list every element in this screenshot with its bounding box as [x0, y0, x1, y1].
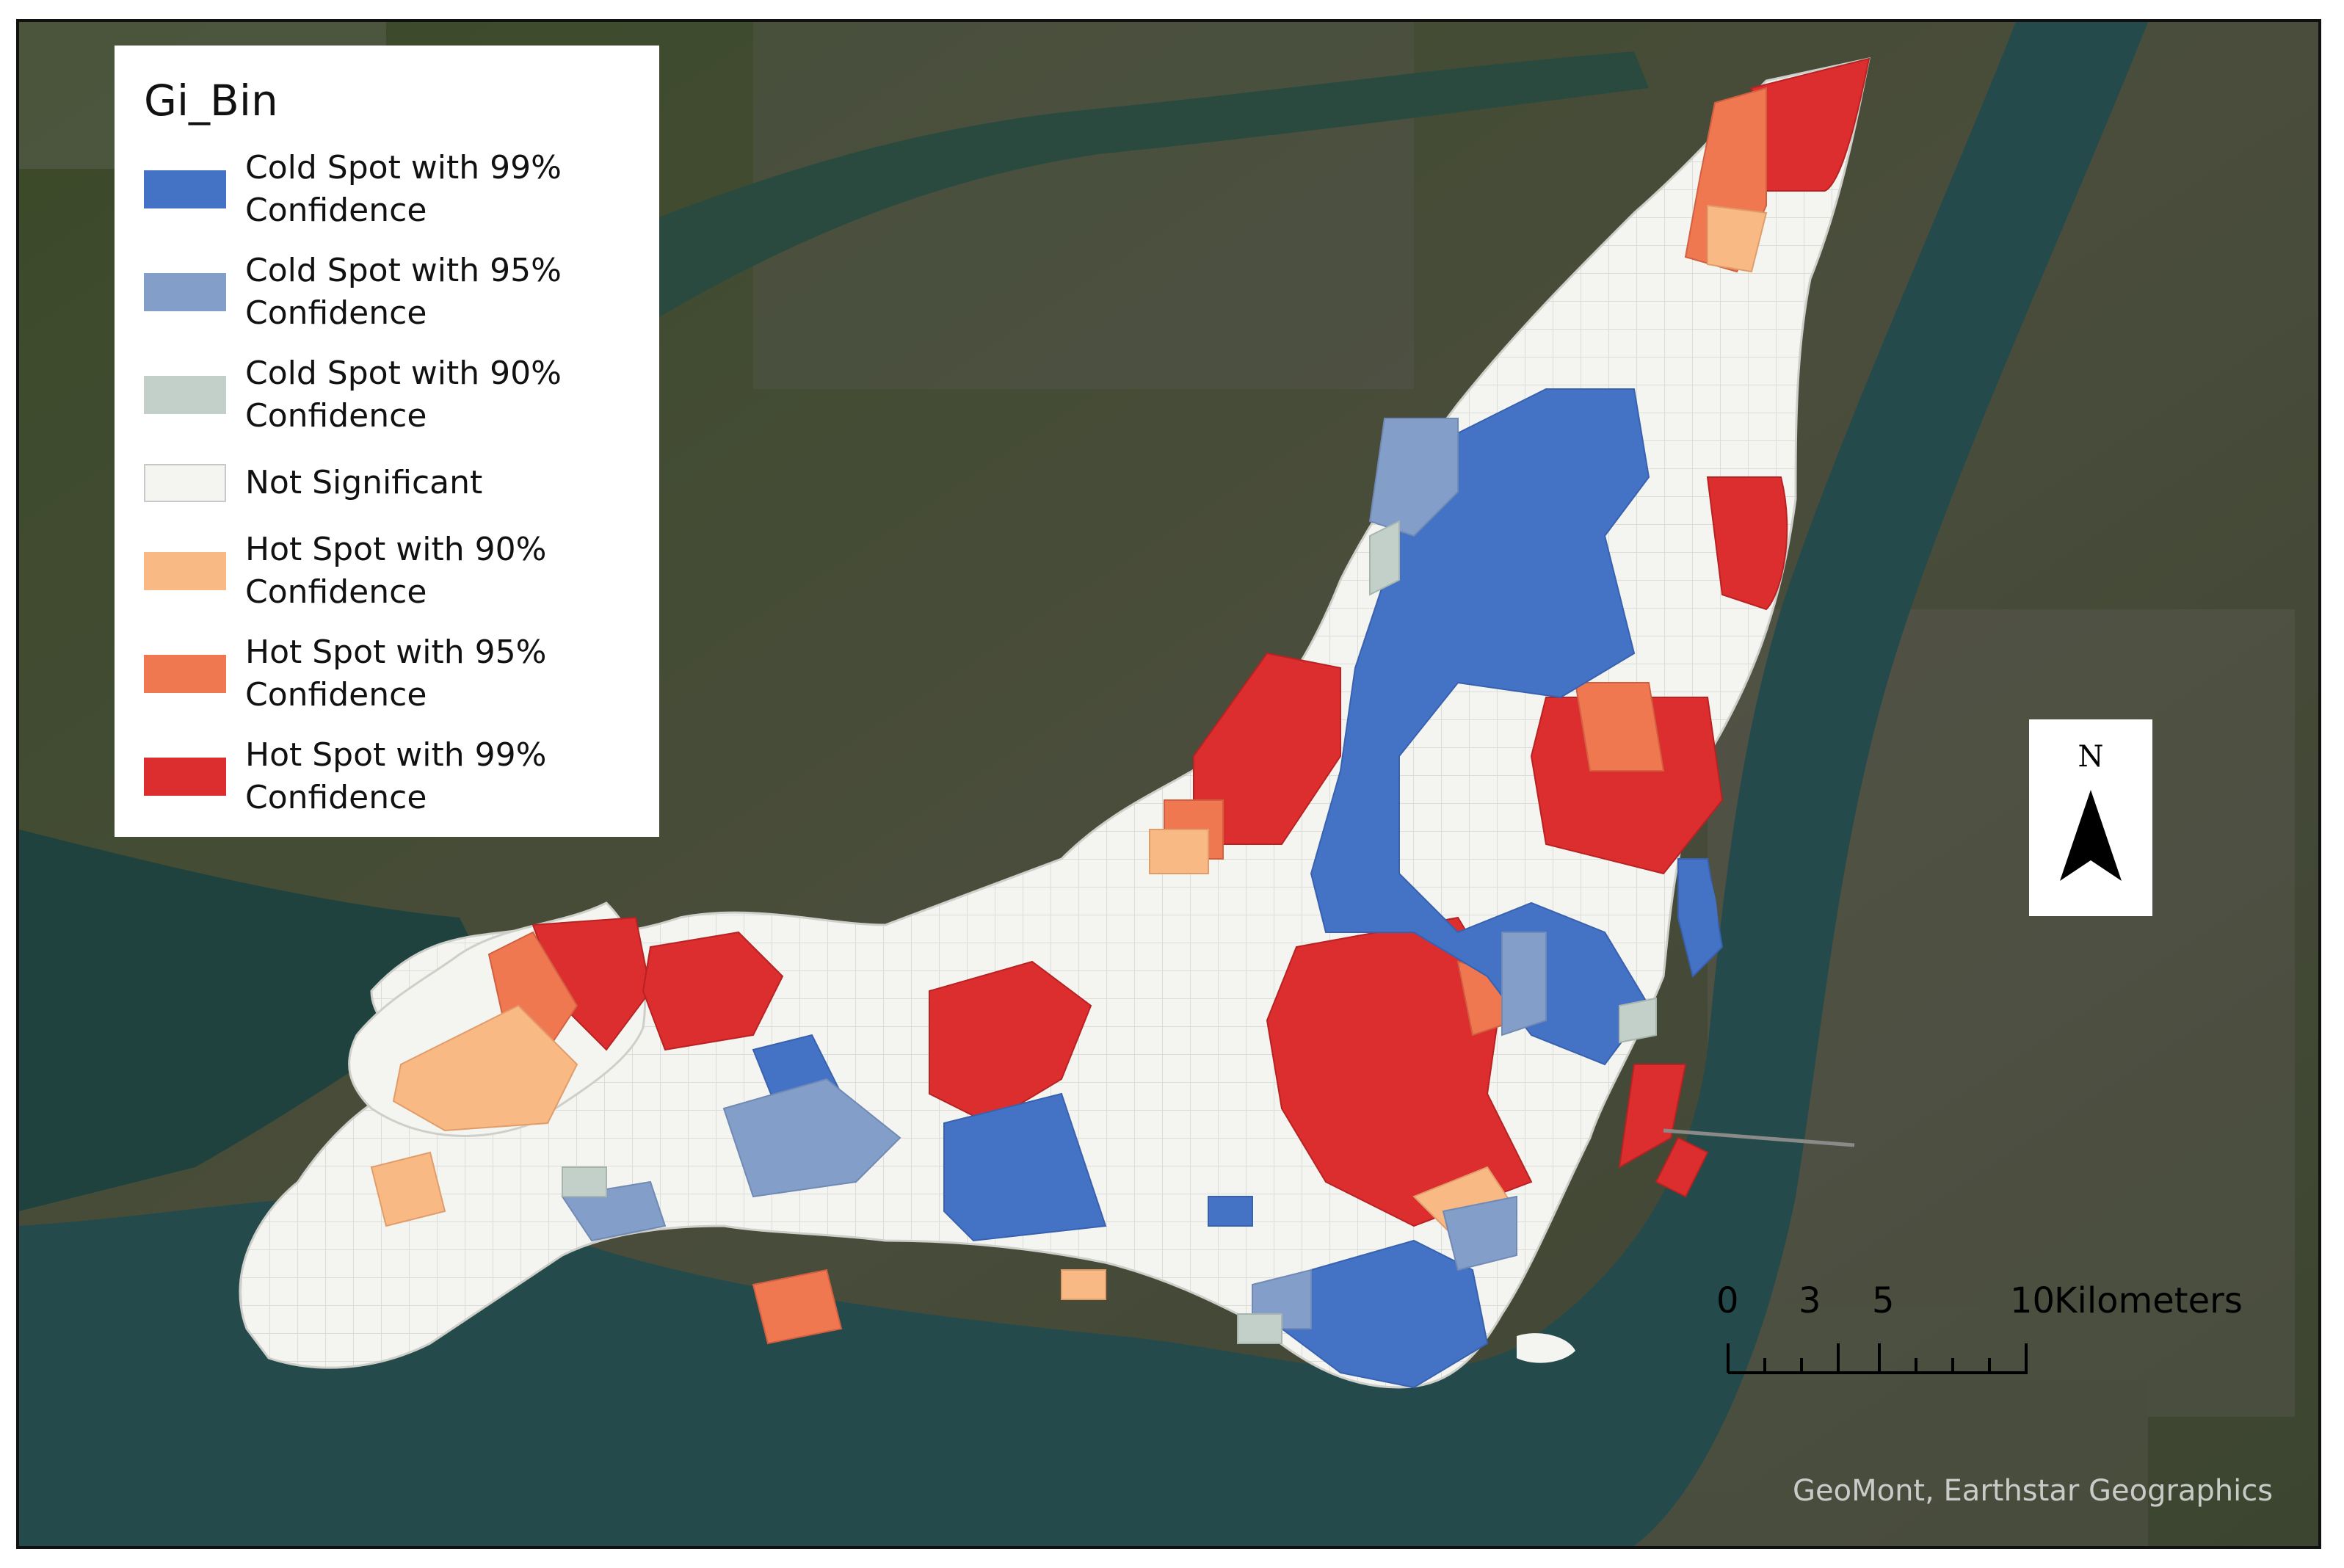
legend-item-cold-90: Cold Spot with 90% Confidence: [144, 344, 659, 446]
riviere-des-prairies: [430, 51, 1649, 624]
legend-swatch-hot-95: [144, 655, 226, 693]
north-label: N: [2078, 740, 2104, 774]
hot-spots-99[interactable]: [531, 57, 1871, 1227]
bridge: [1663, 1128, 1855, 1147]
scale-unit: Kilometers: [2054, 1280, 2243, 1321]
legend-item-hot-90: Hot Spot with 90% Confidence: [144, 520, 659, 623]
scale-bar: 0 3 5 10 Kilometers: [1716, 1280, 2299, 1393]
ile-sainte-helene[interactable]: [1688, 859, 1718, 962]
legend-swatch-hot-99: [144, 758, 226, 796]
scale-tick-5: 5: [1872, 1280, 1895, 1321]
legend-swatch-not-significant: [144, 464, 226, 502]
cold-spots-95[interactable]: [561, 418, 1547, 1329]
legend: Gi_Bin Cold Spot with 99% Confidence Col…: [115, 46, 659, 837]
legend-label: Not Significant: [245, 464, 483, 501]
legend-swatch-cold-90: [144, 376, 226, 414]
legend-swatch-cold-99: [144, 170, 226, 208]
legend-item-cold-95: Cold Spot with 95% Confidence: [144, 241, 659, 344]
north-arrow: N: [2029, 719, 2152, 916]
ile-des-soeurs: [1517, 1333, 1575, 1363]
attribution: GeoMont, Earthstar Geographics: [1793, 1474, 2274, 1508]
legend-label: Hot Spot with 95% Confidence: [245, 634, 547, 714]
legend-item-not-significant: Not Significant: [144, 446, 659, 520]
scale-tick-10: 10: [2010, 1280, 2055, 1321]
legend-item-cold-99: Cold Spot with 99% Confidence: [144, 138, 659, 241]
legend-label: Hot Spot with 99% Confidence: [245, 736, 547, 816]
legend-swatch-hot-90: [144, 552, 226, 590]
legend-label: Hot Spot with 90% Confidence: [245, 531, 547, 611]
legend-label: Cold Spot with 99% Confidence: [245, 149, 562, 229]
lac-des-deux-montagnes: [19, 830, 489, 1211]
st-lawrence-river: [19, 22, 2148, 1546]
scale-tick-3: 3: [1799, 1280, 1821, 1321]
satellite-basemap[interactable]: [19, 22, 2318, 1546]
legend-item-hot-99: Hot Spot with 99% Confidence: [144, 725, 659, 828]
legend-item-hot-95: Hot Spot with 95% Confidence: [144, 623, 659, 725]
hot-spots-90[interactable]: [370, 204, 1768, 1300]
legend-label: Cold Spot with 90% Confidence: [245, 355, 562, 435]
map-frame: Gi_Bin Cold Spot with 99% Confidence Col…: [16, 19, 2321, 1549]
legend-title: Gi_Bin: [144, 76, 278, 126]
scale-bar-graphic: [1727, 1343, 2028, 1374]
north-arrow-icon: [2060, 790, 2122, 881]
legend-label: Cold Spot with 95% Confidence: [245, 252, 562, 332]
scale-tick-0: 0: [1716, 1280, 1739, 1321]
cold-spots-90[interactable]: [562, 520, 1657, 1344]
legend-swatch-cold-95: [144, 273, 226, 311]
